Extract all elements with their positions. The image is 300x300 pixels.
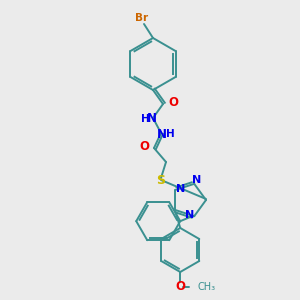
- Text: N: N: [192, 175, 201, 185]
- Text: Br: Br: [135, 13, 148, 23]
- Text: N: N: [147, 112, 157, 125]
- Text: H: H: [141, 114, 149, 124]
- Text: H: H: [166, 129, 174, 139]
- Text: O: O: [175, 280, 185, 293]
- Text: N: N: [184, 210, 194, 220]
- Text: S: S: [157, 173, 166, 187]
- Text: N: N: [157, 128, 167, 140]
- Text: O: O: [168, 95, 178, 109]
- Text: N: N: [176, 184, 185, 194]
- Text: O: O: [139, 140, 149, 152]
- Text: CH₃: CH₃: [197, 282, 215, 292]
